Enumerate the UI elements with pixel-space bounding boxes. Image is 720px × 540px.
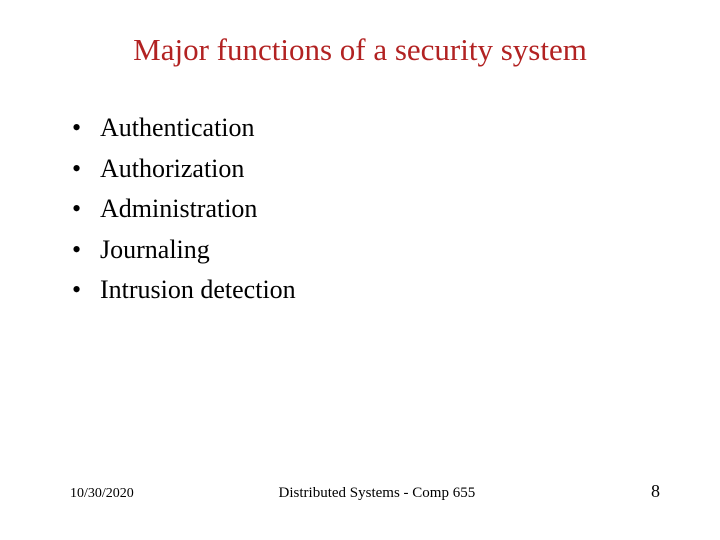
slide-footer: 10/30/2020 Distributed Systems - Comp 65… xyxy=(0,481,720,502)
bullet-marker-icon: • xyxy=(72,193,100,224)
slide-container: Major functions of a security system • A… xyxy=(0,0,720,540)
footer-page-number: 8 xyxy=(620,481,660,502)
bullet-marker-icon: • xyxy=(72,274,100,305)
bullet-text: Authentication xyxy=(100,112,255,145)
list-item: • Authorization xyxy=(72,153,670,186)
bullet-text: Intrusion detection xyxy=(100,274,296,307)
list-item: • Administration xyxy=(72,193,670,226)
bullet-marker-icon: • xyxy=(72,153,100,184)
list-item: • Journaling xyxy=(72,234,670,267)
slide-title: Major functions of a security system xyxy=(50,32,670,68)
bullet-marker-icon: • xyxy=(72,234,100,265)
bullet-list: • Authentication • Authorization • Admin… xyxy=(50,112,670,307)
list-item: • Authentication xyxy=(72,112,670,145)
footer-date: 10/30/2020 xyxy=(70,486,134,502)
bullet-text: Journaling xyxy=(100,234,210,267)
bullet-text: Administration xyxy=(100,193,257,226)
bullet-marker-icon: • xyxy=(72,112,100,143)
bullet-text: Authorization xyxy=(100,153,244,186)
footer-course: Distributed Systems - Comp 655 xyxy=(134,485,620,502)
list-item: • Intrusion detection xyxy=(72,274,670,307)
